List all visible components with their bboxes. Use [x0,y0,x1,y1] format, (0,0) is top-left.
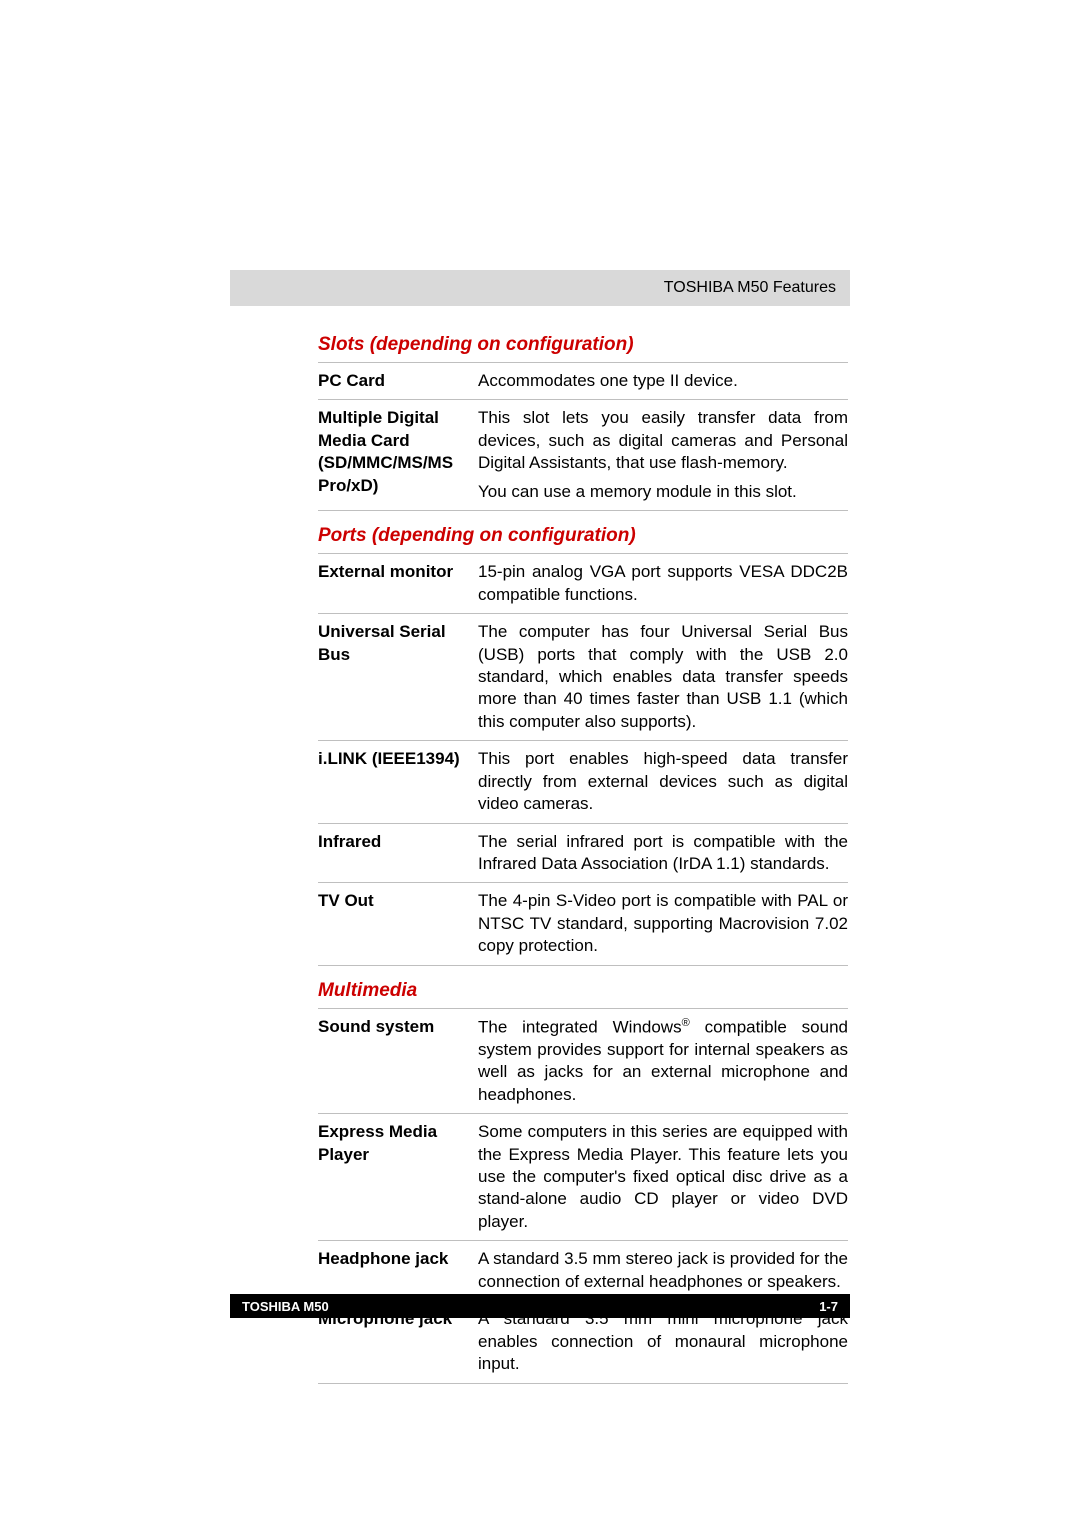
ports-table: External monitor 15-pin analog VGA port … [318,553,848,966]
footer-left: TOSHIBA M50 [242,1299,329,1314]
header-text: TOSHIBA M50 Features [664,279,836,297]
row-desc: A standard 3.5 mm stereo jack is provide… [478,1241,848,1301]
section-title-slots: Slots (depending on configuration) [318,334,848,356]
row-label: External monitor [318,554,478,614]
table-row: Sound system The integrated Windows® com… [318,1008,848,1113]
table-row: Infrared The serial infrared port is com… [318,823,848,883]
row-label: Express Media Player [318,1114,478,1241]
content: Slots (depending on configuration) PC Ca… [318,320,848,1384]
row-label: TV Out [318,883,478,965]
row-label: Infrared [318,823,478,883]
table-row: External monitor 15-pin analog VGA port … [318,554,848,614]
row-label: PC Card [318,363,478,400]
row-label: Headphone jack [318,1241,478,1301]
row-label: Sound system [318,1008,478,1113]
table-row: PC Card Accommodates one type II device. [318,363,848,400]
row-label: Universal Serial Bus [318,614,478,741]
table-row: Express Media Player Some computers in t… [318,1114,848,1241]
table-row: TV Out The 4-pin S-Video port is compati… [318,883,848,965]
table-row: Headphone jack A standard 3.5 mm stereo … [318,1241,848,1301]
multimedia-table: Sound system The integrated Windows® com… [318,1008,848,1384]
table-row: Multiple Digital Media Card (SD/MMC/MS/M… [318,400,848,511]
row-desc: The computer has four Universal Serial B… [478,614,848,741]
row-label: i.LINK (IEEE1394) [318,741,478,823]
row-desc: Accommodates one type II device. [478,363,848,400]
row-desc: 15-pin analog VGA port supports VESA DDC… [478,554,848,614]
slots-table: PC Card Accommodates one type II device.… [318,362,848,511]
row-desc: The serial infrared port is compatible w… [478,823,848,883]
row-desc: The 4-pin S-Video port is compatible wit… [478,883,848,965]
row-desc: The integrated Windows® compatible sound… [478,1008,848,1113]
row-desc: Some computers in this series are equipp… [478,1114,848,1241]
table-row: Universal Serial Bus The computer has fo… [318,614,848,741]
row-desc: This slot lets you easily transfer data … [478,400,848,511]
section-title-ports: Ports (depending on configuration) [318,525,848,547]
table-row: i.LINK (IEEE1394) This port enables high… [318,741,848,823]
header-band: TOSHIBA M50 Features [230,270,850,306]
footer-band: TOSHIBA M50 1-7 [230,1294,850,1318]
row-label: Multiple Digital Media Card (SD/MMC/MS/M… [318,400,478,511]
row-desc: This port enables high-speed data transf… [478,741,848,823]
footer-right: 1-7 [819,1299,838,1314]
section-title-multimedia: Multimedia [318,980,848,1002]
